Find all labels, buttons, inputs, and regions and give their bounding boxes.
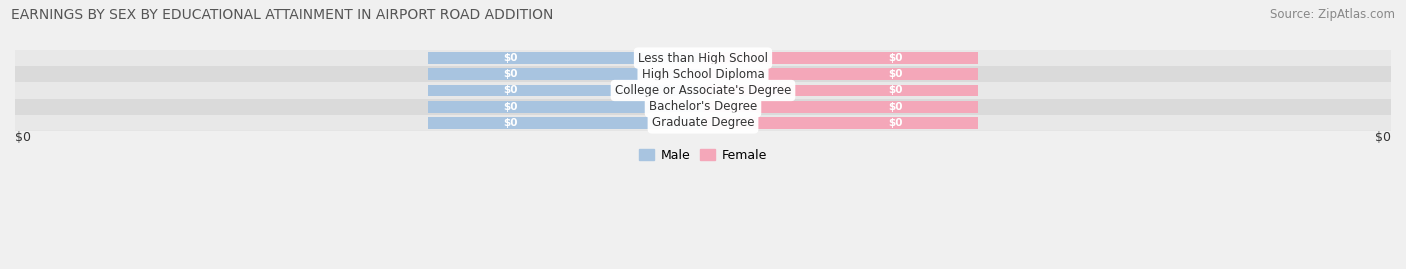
Text: Source: ZipAtlas.com: Source: ZipAtlas.com	[1270, 8, 1395, 21]
Bar	[427, 117, 703, 129]
Text: $0: $0	[889, 69, 903, 79]
Bar	[15, 115, 1391, 131]
Bar	[703, 117, 979, 129]
Bar	[15, 50, 1391, 66]
Bar	[15, 82, 1391, 99]
Bar	[703, 68, 979, 80]
Text: $0: $0	[503, 102, 517, 112]
Text: $0: $0	[503, 69, 517, 79]
Bar	[427, 85, 703, 96]
Bar	[703, 85, 979, 96]
Text: Less than High School: Less than High School	[638, 52, 768, 65]
Text: EARNINGS BY SEX BY EDUCATIONAL ATTAINMENT IN AIRPORT ROAD ADDITION: EARNINGS BY SEX BY EDUCATIONAL ATTAINMEN…	[11, 8, 554, 22]
Bar	[427, 68, 703, 80]
Text: $0: $0	[889, 53, 903, 63]
Text: $0: $0	[889, 118, 903, 128]
Text: Bachelor's Degree: Bachelor's Degree	[650, 100, 756, 113]
Text: $0: $0	[15, 131, 31, 144]
Text: $0: $0	[889, 86, 903, 95]
Text: $0: $0	[889, 102, 903, 112]
Bar	[15, 99, 1391, 115]
Text: High School Diploma: High School Diploma	[641, 68, 765, 81]
Text: $0: $0	[1375, 131, 1391, 144]
Text: College or Associate's Degree: College or Associate's Degree	[614, 84, 792, 97]
Bar	[15, 66, 1391, 82]
Bar	[703, 52, 979, 64]
Bar	[427, 52, 703, 64]
Text: Graduate Degree: Graduate Degree	[652, 116, 754, 129]
Bar	[427, 101, 703, 112]
Bar	[703, 101, 979, 112]
Text: $0: $0	[503, 118, 517, 128]
Text: $0: $0	[503, 53, 517, 63]
Legend: Male, Female: Male, Female	[634, 144, 772, 167]
Text: $0: $0	[503, 86, 517, 95]
